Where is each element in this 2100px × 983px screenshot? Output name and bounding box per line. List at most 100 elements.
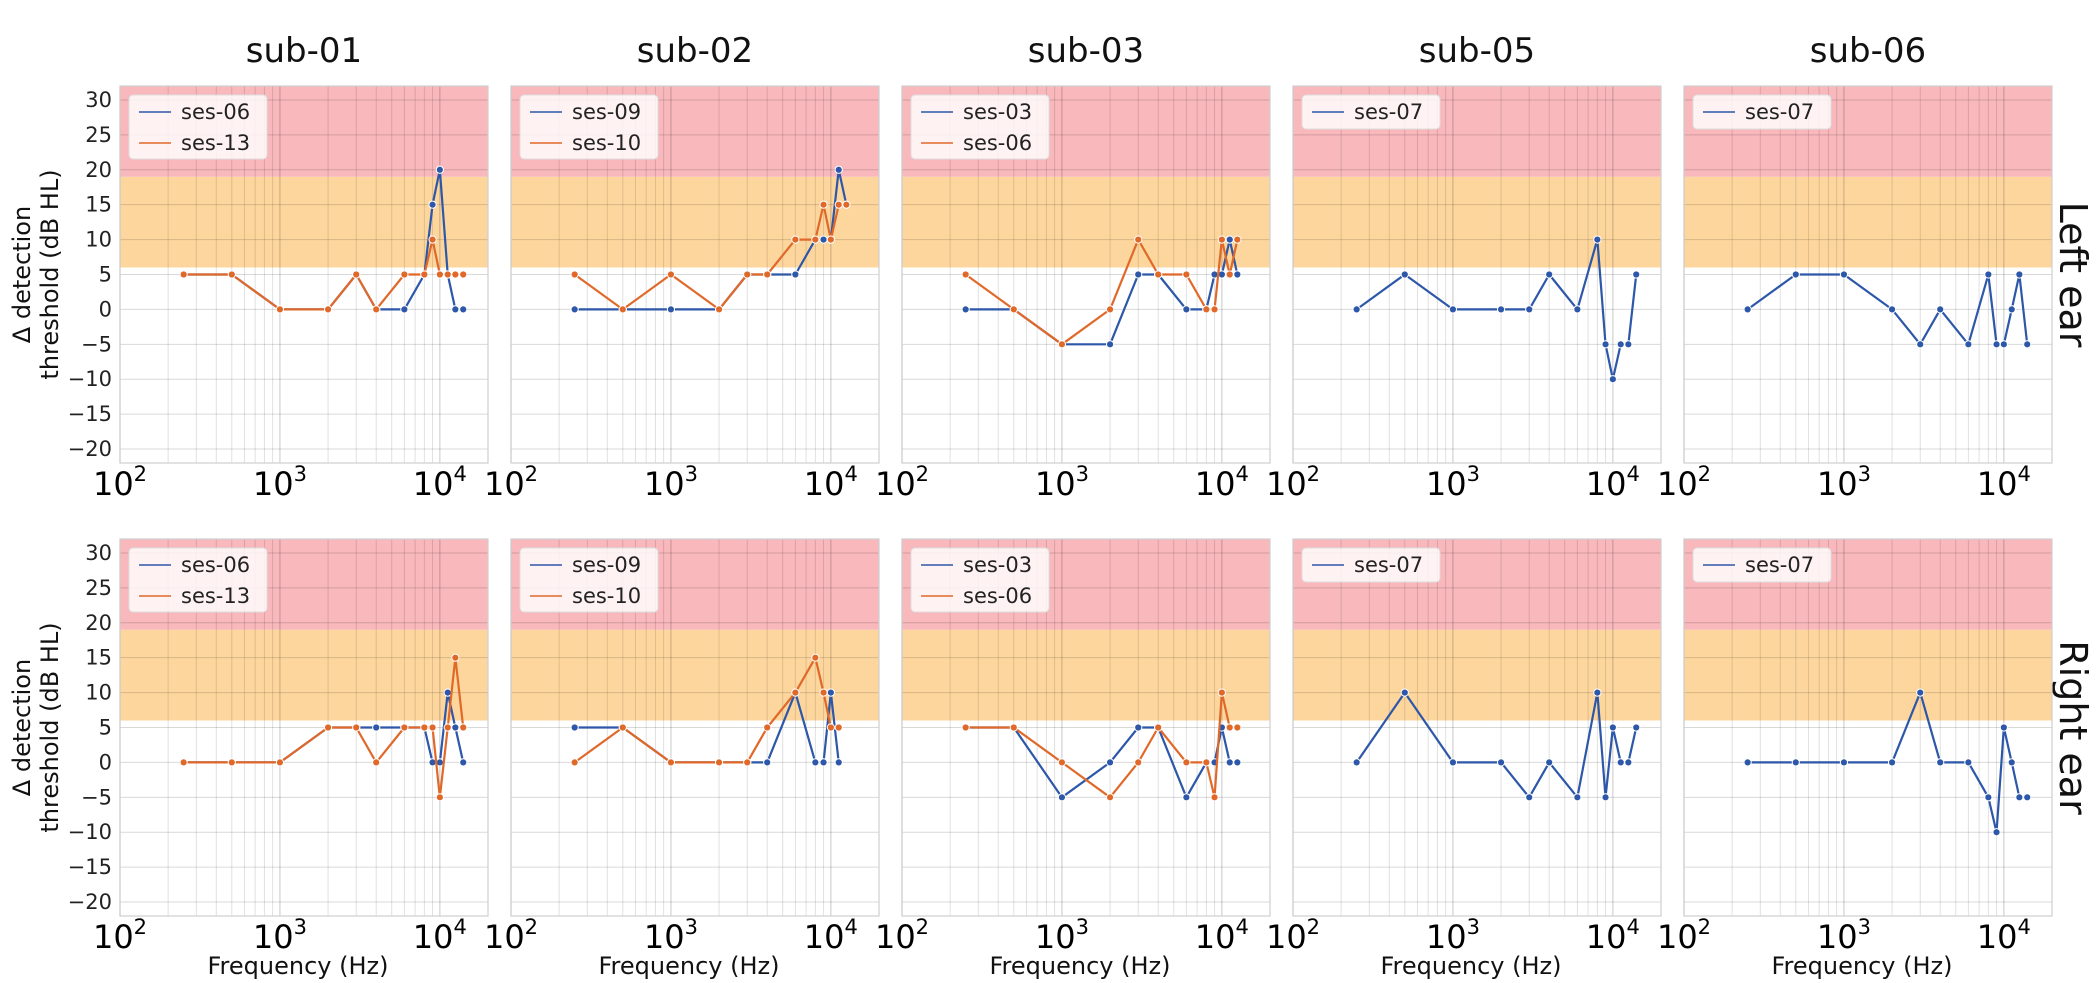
y-axis-label: threshold (dB HL) xyxy=(36,169,64,379)
data-point xyxy=(1182,793,1191,802)
panel-frame xyxy=(901,538,1271,917)
data-point xyxy=(323,723,333,732)
legend-label: ses-06 xyxy=(181,100,250,124)
data-point xyxy=(570,723,579,732)
x-tick-label: 103 xyxy=(1035,462,1089,503)
x-tick-label: 103 xyxy=(253,915,307,956)
legend-box xyxy=(1692,94,1832,130)
data-point xyxy=(961,270,970,279)
data-point xyxy=(459,723,468,732)
data-point xyxy=(2015,793,2024,802)
threshold-band xyxy=(511,629,879,721)
data-point xyxy=(1608,375,1617,384)
series-line xyxy=(965,691,1238,799)
data-point xyxy=(714,758,724,767)
data-point xyxy=(1352,758,1361,767)
x-tick-label: 103 xyxy=(1426,915,1480,956)
y-tick-label: 5 xyxy=(99,716,112,740)
panel: 102 103 104 ses-03 ses-06 xyxy=(875,85,1271,503)
data-point xyxy=(372,305,381,314)
data-point xyxy=(666,270,676,279)
data-point xyxy=(1964,340,1973,349)
x-tick-label: 103 xyxy=(644,915,698,956)
data-point xyxy=(1182,758,1191,767)
panel-frame xyxy=(1292,538,1662,917)
data-point xyxy=(618,305,627,314)
data-point xyxy=(1984,270,1993,279)
panel-frame xyxy=(1292,85,1662,464)
data-point xyxy=(842,200,851,209)
legend: ses-03 ses-06 xyxy=(910,547,1050,613)
data-point xyxy=(666,305,676,314)
x-tick-label: 103 xyxy=(1817,462,1871,503)
data-point xyxy=(1233,235,1242,244)
x-axis-label: Frequency (Hz) xyxy=(208,952,389,980)
y-tick-label: −15 xyxy=(68,402,112,426)
panel-frame xyxy=(119,538,489,917)
legend-label: ses-13 xyxy=(181,584,250,608)
column-title: sub-01 xyxy=(246,31,362,71)
threshold-band xyxy=(1684,176,2052,268)
column-title: sub-05 xyxy=(1419,31,1535,71)
legend-label: ses-06 xyxy=(963,584,1032,608)
x-tick-label: 103 xyxy=(1426,462,1480,503)
y-tick-label: 5 xyxy=(99,263,112,287)
data-point xyxy=(2023,340,2032,349)
y-tick-label: 20 xyxy=(85,158,112,182)
data-point xyxy=(961,723,970,732)
data-point xyxy=(1225,235,1234,244)
x-tick-label: 104 xyxy=(413,915,467,956)
legend-label: ses-06 xyxy=(181,553,250,577)
data-point xyxy=(400,723,409,732)
x-tick-label: 104 xyxy=(1977,462,2031,503)
y-axis-label: Δ detection xyxy=(8,659,36,796)
data-point xyxy=(819,758,828,767)
data-point xyxy=(1992,828,2001,837)
data-point xyxy=(1217,235,1226,244)
data-point xyxy=(1154,270,1163,279)
data-point xyxy=(763,758,772,767)
y-tick-label: −5 xyxy=(81,785,112,809)
data-point xyxy=(1601,340,1610,349)
y-tick-label: 0 xyxy=(99,297,112,321)
threshold-band xyxy=(120,629,488,721)
data-point xyxy=(352,270,361,279)
data-point xyxy=(1999,723,2008,732)
x-tick-label: 102 xyxy=(1657,462,1711,503)
x-tick-label: 104 xyxy=(413,462,467,503)
data-point xyxy=(1936,758,1945,767)
data-point xyxy=(1624,758,1633,767)
data-point xyxy=(459,758,468,767)
data-point xyxy=(743,758,752,767)
data-point xyxy=(420,270,429,279)
data-point xyxy=(1057,793,1067,802)
series-line xyxy=(573,203,847,311)
data-point xyxy=(1134,723,1143,732)
x-tick-label: 102 xyxy=(875,462,929,503)
legend: ses-09 ses-10 xyxy=(519,94,659,160)
legend-label: ses-03 xyxy=(963,100,1032,124)
data-point xyxy=(1936,305,1945,314)
data-point xyxy=(1210,305,1219,314)
panel: 102 103 104 ses-09 ses-10 xyxy=(484,85,880,503)
threshold-band xyxy=(1684,629,2052,721)
data-point xyxy=(1791,270,1800,279)
x-tick-label: 104 xyxy=(1977,915,2031,956)
column-title: sub-06 xyxy=(1810,31,1926,71)
y-tick-label: 25 xyxy=(85,123,112,147)
data-point xyxy=(451,723,460,732)
panel-frame xyxy=(510,538,880,917)
data-point xyxy=(1225,270,1234,279)
data-point xyxy=(570,758,579,767)
y-tick-label: −10 xyxy=(68,367,112,391)
data-point xyxy=(428,723,437,732)
x-tick-label: 103 xyxy=(1817,915,1871,956)
data-point xyxy=(714,305,724,314)
data-point xyxy=(1352,305,1361,314)
data-point xyxy=(811,653,820,662)
y-tick-label: 10 xyxy=(85,681,112,705)
data-point xyxy=(1573,305,1582,314)
data-point xyxy=(435,165,444,174)
data-point xyxy=(400,305,409,314)
series-line xyxy=(965,726,1238,799)
